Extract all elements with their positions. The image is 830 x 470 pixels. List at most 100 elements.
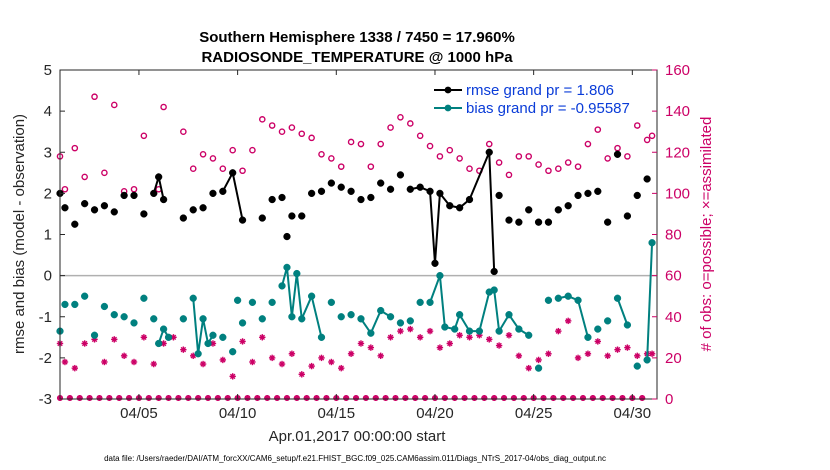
obs-possible-point-15 — [199, 151, 207, 158]
rmse-point-21 — [268, 195, 276, 204]
y-right-tick-label-2: 40 — [665, 309, 682, 326]
bias-point-22 — [233, 296, 242, 304]
obs-assimilated-point-48 — [525, 364, 532, 372]
obs-possible-point-27 — [318, 151, 325, 158]
bias-point-54 — [505, 311, 513, 319]
obs-assimilated-point-13 — [180, 346, 187, 353]
obs-assimilated-stroke — [437, 344, 443, 351]
obs-assimilated-stroke — [308, 363, 315, 369]
rmse-point-38 — [426, 187, 434, 195]
obs-assimilated-point-56 — [604, 352, 611, 360]
obs-assimilated-stroke — [151, 361, 157, 367]
obs-possible-point-4 — [91, 93, 98, 101]
obs-assimilated-point-22 — [268, 354, 276, 362]
rmse-point-50 — [534, 218, 543, 226]
rmse-point-48 — [515, 218, 523, 226]
bias-point-18 — [204, 339, 212, 348]
obs-assimilated-stroke — [407, 326, 414, 332]
rmse-point-17 — [219, 187, 227, 195]
obs-possible-point-47 — [515, 153, 523, 160]
obs-assimilated-stroke — [417, 334, 423, 341]
rmse-point-14 — [189, 206, 197, 214]
obs-zero-assimilated-point-20 — [254, 395, 261, 401]
rmse-point-47 — [505, 216, 513, 224]
bias-point-4 — [90, 331, 99, 339]
obs-assimilated-stroke — [447, 340, 453, 347]
obs-assimilated-point-58 — [624, 344, 631, 351]
obs-assimilated-stroke — [249, 359, 256, 365]
y-right-tick-label-0: 0 — [665, 391, 673, 408]
rmse-point-37 — [416, 183, 424, 191]
obs-assimilated-stroke — [575, 355, 581, 361]
rmse-point-56 — [594, 187, 602, 195]
rmse-point-49 — [525, 206, 533, 214]
obs-possible-point-26 — [308, 134, 315, 142]
obs-assimilated-stroke — [259, 334, 266, 341]
obs-zero-assimilated-point-43 — [481, 395, 488, 401]
obs-possible-point-22 — [268, 122, 276, 129]
obs-zero-assimilated-point-44 — [491, 395, 498, 401]
obs-assimilated-stroke — [239, 338, 246, 345]
obs-assimilated-stroke — [111, 336, 118, 343]
obs-possible-point-46 — [505, 171, 513, 179]
obs-assimilated-point-52 — [564, 317, 572, 325]
obs-possible-point-16 — [209, 155, 217, 162]
obs-assimilated-stroke — [545, 351, 552, 357]
obs-assimilated-point-45 — [495, 342, 503, 349]
x-tick-label-3: 04/20 — [416, 405, 454, 422]
obs-possible-point-61 — [648, 132, 656, 140]
legend-rmse-label: rmse grand pr = 1.806 — [466, 82, 614, 99]
data-file-footer: data file: /Users/raeder/DAI/ATM_forcXX/… — [104, 454, 606, 463]
obs-assimilated-stroke — [220, 357, 226, 363]
rmse-point-45 — [490, 267, 498, 276]
rmse-point-52 — [554, 206, 562, 214]
obs-assimilated-point-35 — [397, 327, 404, 335]
bias-point-63 — [594, 325, 602, 333]
obs-possible-point-38 — [426, 142, 434, 150]
bias-point-7 — [120, 313, 128, 321]
obs-assimilated-point-28 — [328, 358, 335, 366]
rmse-point-40 — [436, 189, 444, 198]
bias-point-6 — [110, 311, 118, 319]
rmse-point-10 — [150, 189, 158, 198]
x-tick-label-2: 04/15 — [318, 405, 356, 422]
bias-point-41 — [396, 319, 405, 327]
obs-possible-point-60 — [643, 136, 651, 144]
obs-assimilated-stroke — [516, 353, 522, 359]
obs-assimilated-stroke — [180, 346, 187, 353]
obs-assimilated-stroke — [466, 334, 473, 341]
obs-possible-point-31 — [357, 140, 365, 148]
bias-point-37 — [357, 315, 365, 323]
obs-possible-point-54 — [584, 140, 592, 148]
obs-assimilated-stroke — [368, 344, 374, 351]
obs-possible-point-55 — [594, 126, 602, 133]
y-axis-right-label: # of obs: o=possible; ×=assimilated — [698, 117, 715, 352]
obs-assimilated-stroke — [456, 332, 463, 338]
bias-point-50 — [475, 327, 484, 335]
obs-assimilated-stroke — [160, 340, 167, 347]
bias-point-60 — [564, 292, 572, 300]
obs-possible-point-34 — [387, 124, 394, 131]
rmse-point-6 — [110, 208, 118, 216]
obs-zero-assimilated-point-49 — [540, 395, 547, 401]
bias-point-35 — [337, 313, 345, 321]
obs-zero-assimilated-point-2 — [76, 395, 83, 401]
bias-point-56 — [525, 331, 533, 339]
obs-assimilated-point-57 — [614, 346, 621, 353]
bias-point-44 — [426, 298, 434, 307]
obs-assimilated-stroke — [121, 353, 127, 359]
bias-point-34 — [327, 298, 336, 307]
obs-assimilated-point-46 — [505, 332, 513, 339]
obs-assimilated-stroke — [229, 373, 236, 380]
bias-point-1 — [61, 300, 69, 309]
obs-assimilated-stroke — [624, 344, 631, 351]
legend-bias-marker — [444, 104, 452, 112]
rmse-point-26 — [307, 189, 316, 198]
rmse-point-43 — [465, 195, 474, 204]
obs-zero-assimilated-point-51 — [560, 395, 567, 401]
bias-point-14 — [179, 315, 187, 323]
rmse-point-2 — [71, 220, 79, 228]
rmse-point-23 — [283, 232, 291, 241]
rmse-point-22 — [278, 193, 286, 202]
bias-point-25 — [258, 315, 266, 323]
